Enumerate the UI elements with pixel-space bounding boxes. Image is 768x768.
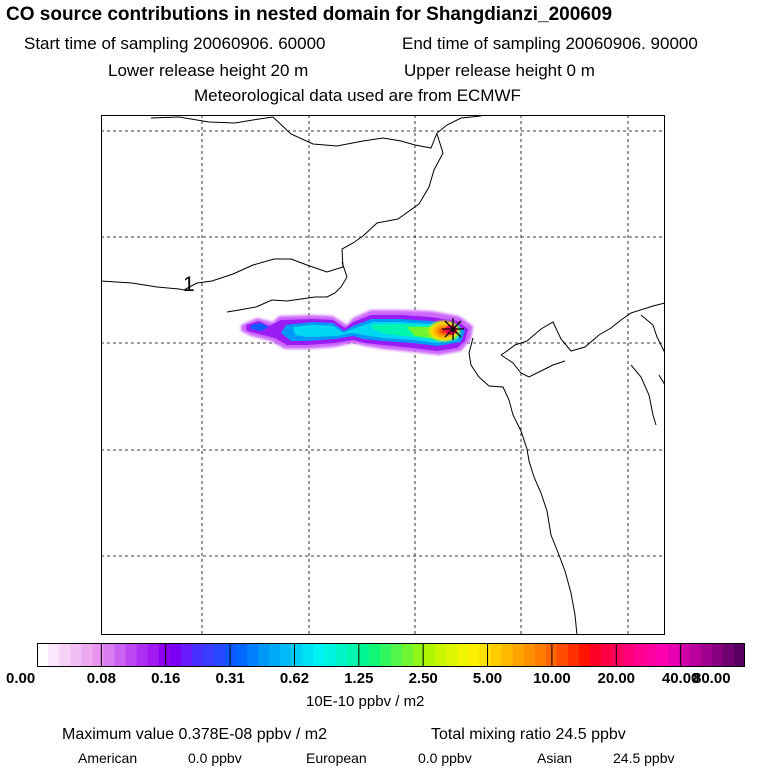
colorbar-cell [413, 643, 425, 667]
colorbar-cell [214, 643, 226, 667]
colorbar-cell [125, 643, 138, 667]
colorbar-cell [523, 643, 536, 667]
station-marker-icon [442, 318, 464, 340]
colorbar-cell [391, 643, 403, 667]
american-label: American [78, 750, 138, 766]
colorbar-cell [468, 643, 481, 667]
colorbar-cell [623, 643, 635, 667]
european-label: European [306, 750, 367, 766]
colorbar-cell [556, 643, 569, 667]
colorbar-tick-label: 20.00 [597, 670, 636, 687]
colorbar-cell [457, 643, 470, 667]
upper-release-height-label: Upper release height 0 m [404, 61, 595, 80]
american-value: 0.0 ppbv [188, 750, 242, 766]
colorbar-tick-label: 2.50 [408, 670, 438, 687]
colorbar-unit-label: 10E-10 ppbv / m2 [306, 693, 425, 710]
colorbar-tick-label: 0.00 [6, 670, 36, 687]
end-time-label: End time of sampling 20060906. 90000 [402, 34, 698, 53]
colorbar-cell [446, 643, 458, 667]
asian-label: Asian [537, 750, 573, 766]
colorbar-cell [302, 643, 315, 667]
map-panel: 1 [101, 115, 665, 635]
colorbar-cell [634, 643, 647, 667]
colorbar-cell [368, 643, 381, 667]
colorbar-tick-label: 40.00 [661, 670, 700, 687]
color-scale-bar [37, 643, 745, 667]
colorbar-cell [722, 643, 735, 667]
colorbar-cell [733, 643, 745, 667]
colorbar-cell [534, 643, 547, 667]
start-time-label: Start time of sampling 20060906. 60000 [24, 34, 326, 53]
colorbar-cell [247, 643, 259, 667]
colorbar-cell [678, 643, 691, 667]
colorbar-cell [70, 643, 82, 667]
colorbar-cell [357, 643, 370, 667]
colorbar-cell [667, 643, 680, 667]
met-data-label: Meteorological data used are from ECMWF [194, 86, 521, 105]
total-mixing-ratio-label: Total mixing ratio 24.5 ppbv [431, 726, 626, 743]
colorbar-cell [103, 643, 116, 667]
colorbar-cell [335, 643, 348, 667]
colorbar-cell [180, 643, 193, 667]
colorbar-cell [258, 643, 270, 667]
colorbar-cell [424, 643, 436, 667]
colorbar-cell [37, 643, 49, 667]
map-marker-label: 1 [183, 273, 195, 296]
colorbar-tick-label: 10.00 [533, 670, 571, 687]
colorbar-cell [313, 643, 326, 667]
colorbar-cell [490, 643, 503, 667]
colorbar-cell [479, 643, 492, 667]
colorbar-cell [656, 643, 669, 667]
colorbar-cell [579, 643, 591, 667]
colorbar-cell [202, 643, 215, 667]
colorbar-cell [81, 643, 93, 667]
colorbar-cell [590, 643, 602, 667]
colorbar-cell [689, 643, 702, 667]
source-contribution-plume [241, 310, 473, 355]
colorbar-cell [402, 643, 414, 667]
colorbar-cell [169, 643, 182, 667]
colorbar-cell [59, 643, 71, 667]
map-frame [101, 115, 665, 635]
european-value: 0.0 ppbv [418, 750, 472, 766]
colorbar-cell [114, 643, 127, 667]
colorbar-cell [225, 643, 237, 667]
colorbar-cell [379, 643, 392, 667]
colorbar-cell [612, 643, 624, 667]
colorbar-cell [711, 643, 724, 667]
colorbar-cell [291, 643, 304, 667]
colorbar-cell [568, 643, 580, 667]
colorbar-cell [158, 643, 171, 667]
colorbar-cell [280, 643, 293, 667]
colorbar-cell [512, 643, 525, 667]
colorbar-tick-label: 80.00 [693, 670, 731, 687]
colorbar-tick-label: 0.62 [279, 670, 310, 687]
lower-release-height-label: Lower release height 20 m [108, 61, 309, 80]
colorbar-cell [601, 643, 613, 667]
colorbar-tick-label: 0.16 [151, 670, 181, 687]
colorbar-cell [236, 643, 248, 667]
maximum-value-label: Maximum value 0.378E-08 ppbv / m2 [62, 726, 328, 743]
colorbar-tick-label: 0.31 [215, 670, 245, 687]
colorbar-cell [147, 643, 160, 667]
asian-value: 24.5 ppbv [613, 750, 675, 766]
colorbar-cell [191, 643, 204, 667]
colorbar-cell [324, 643, 337, 667]
colorbar-cell [700, 643, 713, 667]
colorbar-cell [645, 643, 658, 667]
lat-lon-grid [101, 115, 665, 635]
coastlines [101, 115, 665, 635]
colorbar-cell [48, 643, 60, 667]
colorbar-cell [501, 643, 514, 667]
colorbar-cell [346, 643, 359, 667]
colorbar-tick-label: 1.25 [344, 670, 374, 687]
colorbar-cell [92, 643, 104, 667]
colorbar-cell [136, 643, 149, 667]
colorbar-cell [269, 643, 281, 667]
colorbar-tick-label: 0.08 [86, 670, 116, 687]
colorbar-cell [435, 643, 447, 667]
colorbar-tick-label: 5.00 [472, 670, 503, 687]
page-title: CO source contributions in nested domain… [6, 4, 613, 25]
